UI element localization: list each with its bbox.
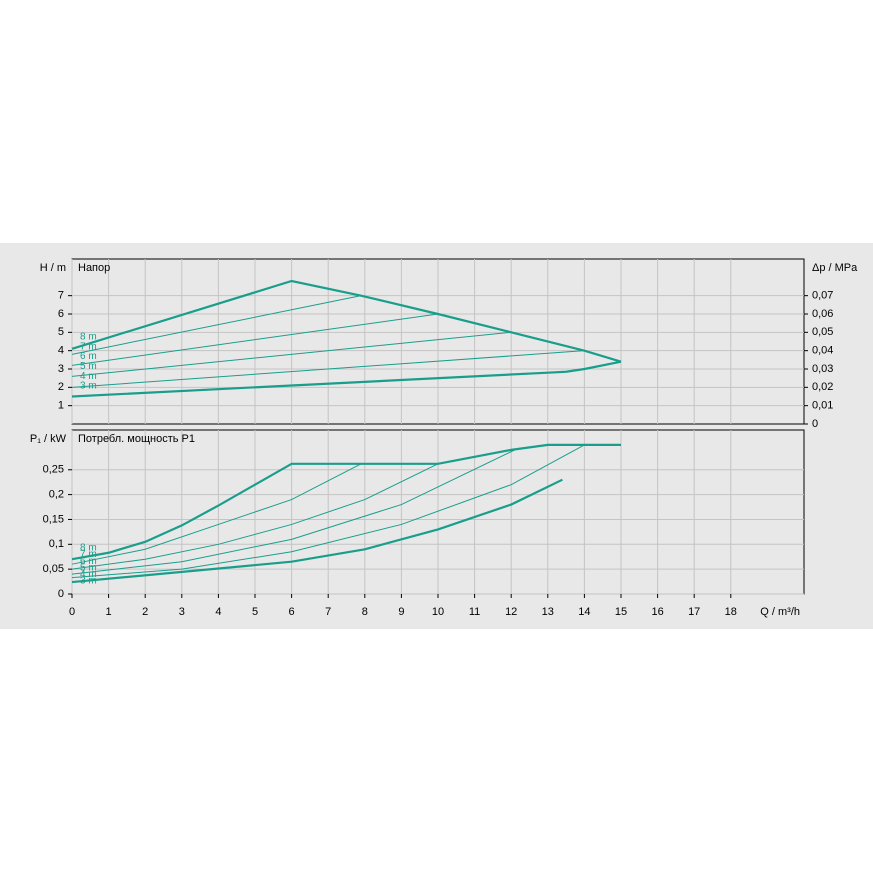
x-tick-label: 12 (505, 606, 517, 618)
y2-tick-label: 0,07 (812, 290, 833, 302)
series-label: 5 m (80, 562, 97, 573)
y2-tick-label: 0 (812, 418, 818, 430)
y-tick-label: 6 (58, 308, 64, 320)
x-tick-label: 13 (542, 606, 554, 618)
line-series (71, 295, 362, 355)
series-label: 8 m (80, 332, 97, 343)
y2-tick-label: 0,04 (812, 345, 833, 357)
y2-tick-label: 0,02 (812, 381, 833, 393)
x-tick-label: 11 (469, 606, 480, 618)
y2-tick-label: 0,05 (812, 326, 833, 338)
y-tick-label: 3 (58, 363, 64, 375)
y2-tick-label: 0,03 (812, 363, 833, 375)
x-axis-label: Q / m³/h (760, 606, 800, 618)
x-tick-label: 16 (651, 606, 663, 618)
x-tick-label: 1 (106, 606, 112, 618)
y-axis-label: H / m (40, 262, 66, 274)
series-label: 6 m (80, 351, 97, 362)
x-tick-label: 8 (362, 606, 368, 618)
y-tick-label: 0,1 (49, 538, 64, 550)
x-tick-label: 18 (725, 606, 737, 618)
y-tick-label: 0 (58, 588, 64, 600)
y-tick-label: 1 (58, 400, 64, 412)
x-tick-label: 17 (688, 606, 700, 618)
line-series (71, 478, 563, 584)
line-series (71, 463, 362, 565)
y2-tick-label: 0,01 (812, 400, 833, 412)
y-axis-label: P₁ / kW (30, 433, 67, 445)
x-tick-label: 3 (179, 606, 185, 618)
y-tick-label: 0,25 (43, 464, 64, 476)
line-series (71, 444, 585, 579)
y-tick-label: 5 (58, 326, 64, 338)
line-series (71, 331, 512, 377)
y2-tick-label: 0,06 (812, 308, 833, 320)
series-label: 3 m (80, 576, 97, 587)
series-label: 3 m (80, 381, 97, 392)
y-tick-label: 0,2 (49, 489, 64, 501)
x-tick-label: 4 (215, 606, 221, 618)
series-label: 7 m (80, 549, 97, 560)
line-series (71, 449, 516, 575)
y-tick-label: 0,15 (43, 513, 64, 525)
line-series (71, 443, 621, 561)
x-tick-label: 14 (578, 606, 590, 618)
series-label: 8 m (80, 543, 97, 554)
series-label: 4 m (80, 569, 97, 580)
line-series (71, 313, 439, 366)
x-tick-label: 5 (252, 606, 258, 618)
line-series (71, 463, 439, 570)
chart-title: Потребл. мощность P1 (78, 433, 195, 445)
x-tick-label: 6 (289, 606, 295, 618)
x-tick-label: 2 (142, 606, 148, 618)
series-label: 7 m (80, 341, 97, 352)
series-label: 4 m (80, 371, 97, 382)
series-label: 5 m (80, 361, 97, 372)
x-tick-label: 15 (615, 606, 627, 618)
x-tick-label: 10 (432, 606, 444, 618)
line-series (71, 360, 622, 398)
chart-title: Напор (78, 262, 110, 274)
y-tick-label: 0,05 (43, 563, 64, 575)
y-tick-label: 2 (58, 381, 64, 393)
x-tick-label: 0 (69, 606, 75, 618)
x-tick-label: 7 (325, 606, 331, 618)
series-label: 6 m (80, 556, 97, 567)
y-tick-label: 4 (58, 345, 64, 357)
x-tick-label: 9 (398, 606, 404, 618)
y2-axis-label: Δp / MPa (812, 262, 858, 274)
y-tick-label: 7 (58, 290, 64, 302)
line-series (71, 350, 585, 388)
